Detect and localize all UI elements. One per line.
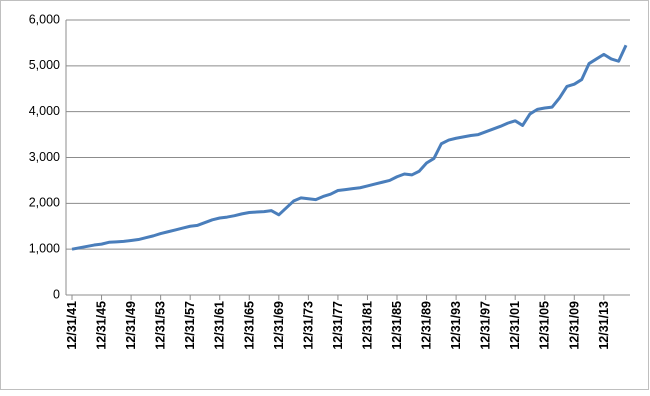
x-tick-label: 12/31/01 [508, 301, 522, 350]
x-tick-label: 12/31/65 [242, 301, 256, 350]
y-tick-label: 1,000 [29, 241, 60, 255]
x-tick-label: 12/31/69 [272, 301, 286, 350]
x-tick-label: 12/31/05 [538, 301, 552, 350]
x-tick-label: 12/31/41 [65, 301, 79, 350]
x-tick-label: 12/31/49 [124, 301, 138, 350]
x-tick-label: 12/31/57 [183, 301, 197, 350]
x-tick-label: 12/31/45 [95, 301, 109, 350]
x-tick-label: 12/31/97 [479, 301, 493, 350]
x-tick-label: 12/31/09 [567, 301, 581, 350]
y-tick-label: 2,000 [29, 196, 60, 210]
y-tick-label: 3,000 [29, 150, 60, 164]
x-tick-label: 12/31/89 [420, 301, 434, 350]
x-tick-label: 12/31/73 [301, 301, 315, 350]
x-tick-label: 12/31/85 [390, 301, 404, 350]
x-tick-label: 12/31/53 [154, 301, 168, 350]
y-tick-label: 6,000 [29, 12, 60, 26]
x-tick-label: 12/31/61 [213, 301, 227, 350]
x-tick-label: 12/31/13 [597, 301, 611, 350]
x-tick-label: 12/31/93 [449, 301, 463, 350]
x-tick-label: 12/31/77 [331, 301, 345, 350]
y-tick-label: 4,000 [29, 104, 60, 118]
y-tick-label: 5,000 [29, 58, 60, 72]
x-tick-label: 12/31/81 [360, 301, 374, 350]
data-line [71, 44, 628, 251]
y-tick-label: 0 [53, 287, 60, 301]
